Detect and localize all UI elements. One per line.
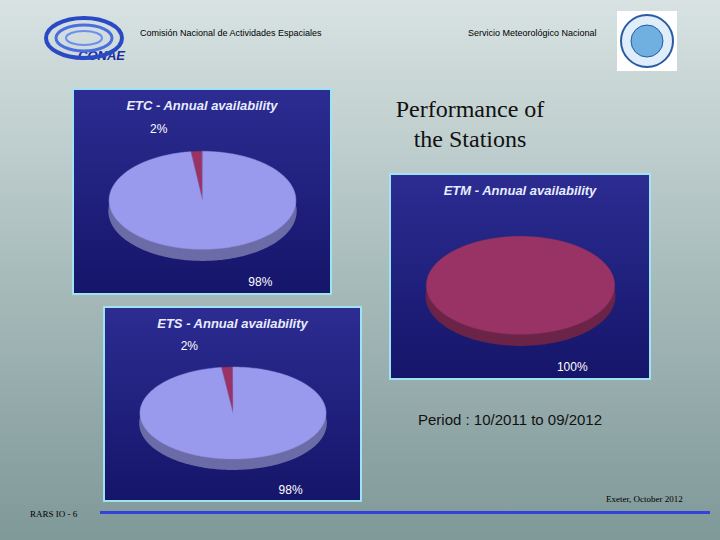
- html-text:Servicio Meteorológico Naciona: Servicio Meteorológico Nacional: [468, 28, 597, 38]
- svg-text:98%: 98%: [248, 275, 272, 289]
- html-text:Performance of the Stations: Performance of the Stations: [395, 96, 545, 152]
- svg-text:2%: 2%: [181, 339, 199, 353]
- html-text:Comisión Nacional de Actividad: Comisión Nacional de Actividades Espacia…: [140, 28, 322, 38]
- html-text:RARS IO - 6: RARS IO - 6: [30, 509, 78, 519]
- svg-text:2%: 2%: [150, 122, 168, 136]
- html-text:ETM - Annual availability: ETM - Annual availability: [443, 183, 597, 198]
- html-text:Exeter, October 2012: Exeter, October 2012: [606, 494, 683, 504]
- svg-text:100%: 100%: [557, 360, 588, 374]
- svg-text:98%: 98%: [279, 483, 303, 497]
- html-text:ETS - Annual availability: ETS - Annual availability: [157, 316, 308, 331]
- html-text:ETC - Annual availability: ETC - Annual availability: [126, 98, 278, 113]
- html-text:CONAE: CONAE: [78, 48, 125, 63]
- html-text:Period : 10/2011 to 09/2012: Period : 10/2011 to 09/2012: [418, 411, 602, 428]
